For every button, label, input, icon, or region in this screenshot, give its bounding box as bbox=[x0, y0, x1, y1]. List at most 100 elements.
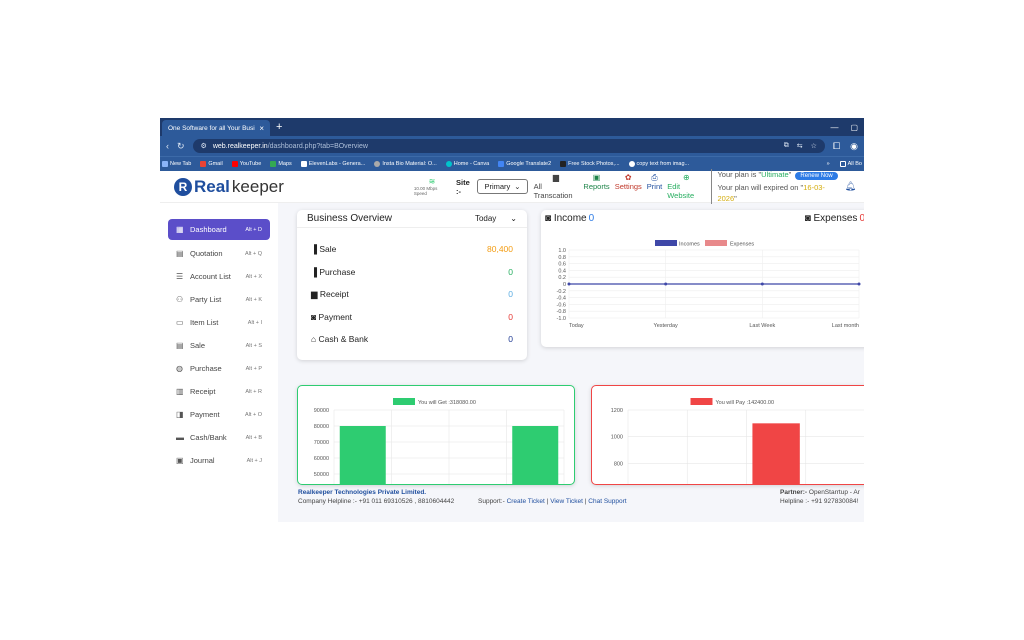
sidebar-item-journal[interactable]: ▣ Journal Alt + J bbox=[176, 456, 262, 465]
income-expense-chart: Incomes Expenses1.00.80.60.40.20-0.2-0.4-… bbox=[557, 240, 861, 329]
print-button[interactable]: ⎙ Print bbox=[646, 173, 663, 191]
bar bbox=[339, 426, 386, 484]
close-tab-icon[interactable]: × bbox=[259, 123, 264, 133]
sidebar-item-receipt[interactable]: ▥ Receipt Alt + R bbox=[176, 387, 262, 396]
realkeeper-logo[interactable]: R Real keeper bbox=[174, 177, 284, 197]
bar bbox=[752, 423, 800, 484]
y-tick-label: -0.8 bbox=[557, 309, 566, 315]
sidebar-item-dashboard[interactable]: ▦ Dashboard Alt + D bbox=[168, 219, 270, 240]
plan-expiry: 16-03-2026 bbox=[717, 183, 825, 203]
wifi-icon: ≋ bbox=[428, 176, 436, 186]
edit-website-button[interactable]: ⊕ Edit Website bbox=[667, 173, 695, 200]
sidebar-item-item-list[interactable]: ▭ Item List Alt + I bbox=[176, 318, 262, 327]
data-point-expenses bbox=[761, 283, 764, 286]
create-ticket-link[interactable]: Create Ticket bbox=[506, 498, 545, 505]
file-icon: ▤ bbox=[176, 341, 184, 350]
browser-window: One Software for all Your Busin × + — ▢ … bbox=[160, 118, 864, 522]
sidebar-item-party-list[interactable]: ⚇ Party List Alt + K bbox=[176, 295, 262, 304]
sidebar-item-account-list[interactable]: ☰ Account List Alt + X bbox=[176, 272, 262, 281]
legend-expenses-swatch bbox=[705, 240, 727, 246]
bookmark-item[interactable]: YouTube bbox=[231, 161, 261, 167]
data-point-incomes bbox=[857, 282, 861, 286]
bookmarks-more-button[interactable]: » bbox=[826, 161, 830, 167]
reload-icon[interactable]: ↻ bbox=[177, 140, 185, 151]
cart-icon: ◍ bbox=[176, 364, 183, 373]
bank-icon: ⌂ bbox=[311, 334, 319, 345]
sidebar-item-cash-bank[interactable]: ▬ Cash/Bank Alt + B bbox=[176, 433, 262, 442]
overview-row-receipt: ▆ Receipt 0 bbox=[311, 288, 513, 300]
y-tick-label: -0.4 bbox=[557, 296, 566, 302]
sidebar-item-quotation[interactable]: ▤ Quotation Alt + Q bbox=[176, 249, 262, 258]
data-point-expenses bbox=[858, 283, 861, 286]
you-will-get-card: You will Get :318080.00 90000 80000 70000 60… bbox=[297, 385, 575, 485]
y-tick-label: 0.6 bbox=[558, 262, 566, 268]
bell-icon[interactable]: 🔔︎ bbox=[844, 181, 856, 191]
bookmark-item[interactable]: ElevenLabs - Genera... bbox=[300, 161, 365, 167]
y-tick-label: 90000 bbox=[314, 408, 329, 414]
site-select[interactable]: Primary ⌄ bbox=[477, 179, 528, 194]
period-select[interactable]: Today ⌄ bbox=[474, 214, 517, 223]
income-expense-card: ◙ Income 0 ◙ Expenses 0 Incomes Expenses 1.0… bbox=[541, 210, 864, 347]
folder-icon bbox=[839, 161, 846, 167]
restore-icon[interactable]: ▢ bbox=[850, 122, 858, 132]
install-icon[interactable]: ⧉ bbox=[783, 142, 789, 149]
star-icon[interactable]: ☆ bbox=[810, 143, 817, 150]
speed-text: 10.00 Mbps Speed bbox=[413, 185, 438, 196]
y-tick-label: 60000 bbox=[314, 456, 329, 462]
back-icon[interactable]: ‹ bbox=[166, 141, 169, 151]
data-point-expenses bbox=[568, 283, 571, 286]
bookmark-item[interactable]: Gmail bbox=[200, 161, 223, 167]
minimize-icon[interactable]: — bbox=[830, 122, 839, 132]
print-icon: ⎙ bbox=[651, 173, 658, 182]
tab-title: One Software for all Your Busin bbox=[168, 124, 256, 132]
profile-icon[interactable]: ◉ bbox=[850, 140, 858, 151]
sidebar-item-purchase[interactable]: ◍ Purchase Alt + P bbox=[176, 364, 262, 373]
bookmark-item[interactable]: Free Stock Photos,... bbox=[560, 161, 620, 167]
income-value: 0 bbox=[588, 212, 595, 224]
sidebar-item-sale[interactable]: ▤ Sale Alt + S bbox=[176, 341, 262, 350]
y-tick-label: -0.2 bbox=[557, 289, 566, 295]
receipt-icon: ▥ bbox=[176, 387, 184, 396]
settings-button[interactable]: ✿ Settings bbox=[614, 173, 642, 191]
speed-indicator: ≋ 10.00 Mbps Speed bbox=[413, 176, 450, 196]
bookmark-item[interactable]: Google Translate2 bbox=[498, 161, 551, 167]
gmail-icon bbox=[200, 161, 207, 167]
data-point-incomes bbox=[567, 282, 571, 286]
url-host: web.realkeeper.in bbox=[212, 142, 268, 150]
y-tick-label: 1200 bbox=[611, 408, 623, 414]
money-icon: ◙ bbox=[311, 311, 319, 322]
bookmark-item[interactable]: Home - Canva bbox=[445, 161, 489, 167]
site-label: Site :- bbox=[455, 177, 470, 196]
bookmark-item[interactable]: New Tab bbox=[162, 161, 191, 167]
extensions-icon[interactable]: ⧠ bbox=[832, 140, 841, 151]
reports-button[interactable]: ▣ Reports bbox=[583, 173, 610, 191]
sidebar: ▦ Dashboard Alt + D ▤ Quotation Alt + Q ☰ Acc… bbox=[160, 203, 278, 522]
bookmark-item[interactable]: copy text from imag... bbox=[628, 161, 689, 167]
browser-tab[interactable]: One Software for all Your Busin × bbox=[162, 120, 270, 136]
globe-icon bbox=[374, 161, 381, 167]
chat-support-link[interactable]: Chat Support bbox=[588, 498, 627, 505]
all-bookmarks-button[interactable]: All Bo bbox=[839, 161, 862, 167]
url-input[interactable]: ⚙ web.realkeeper.in/dashboard.php?tab=BO… bbox=[192, 139, 825, 153]
tab-bar: One Software for all Your Busin × + — ▢ bbox=[160, 118, 864, 136]
document-icon: ▐ bbox=[311, 244, 320, 255]
translate-icon[interactable]: ⇆ bbox=[796, 143, 803, 150]
data-point-expenses bbox=[664, 283, 667, 286]
business-overview-title: Business Overview bbox=[307, 213, 393, 224]
y-tick-label: -0.6 bbox=[557, 302, 566, 308]
site-info-icon[interactable]: ⚙ bbox=[200, 143, 207, 150]
view-ticket-link[interactable]: View Ticket bbox=[550, 498, 583, 505]
renew-now-button[interactable]: Renew Now bbox=[795, 172, 838, 180]
y-tick-label: 70000 bbox=[314, 440, 329, 446]
bookmarks-bar: New Tab Gmail YouTube Maps ElevenLabs - … bbox=[160, 156, 864, 171]
y-tick-label: 80000 bbox=[314, 424, 329, 430]
all-transaction-button[interactable]: ▆ All Transcation bbox=[533, 173, 573, 200]
y-tick-label: -1.0 bbox=[557, 316, 566, 322]
new-tab-button[interactable]: + bbox=[276, 121, 283, 133]
overview-row-cash-bank: ⌂ Cash & Bank 0 bbox=[311, 334, 513, 345]
bookmark-item[interactable]: Insta Bio Material: O... bbox=[374, 161, 437, 167]
legend-expenses-label: Expenses bbox=[730, 242, 754, 248]
url-path: /dashboard.php?tab=BOverview bbox=[267, 142, 368, 150]
bookmark-item[interactable]: Maps bbox=[270, 161, 292, 167]
sidebar-item-payment[interactable]: ◨ Payment Alt + O bbox=[176, 410, 262, 419]
